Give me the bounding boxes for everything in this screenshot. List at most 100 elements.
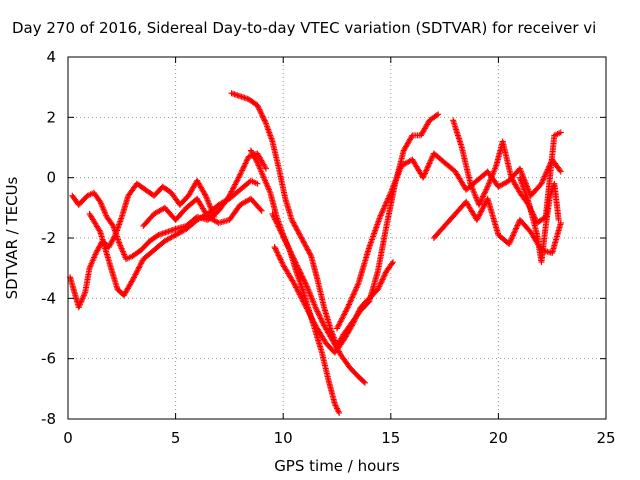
data-point	[137, 261, 144, 268]
data-point	[298, 272, 305, 279]
data-point	[299, 297, 306, 304]
data-point	[509, 233, 516, 240]
data-point	[300, 298, 307, 305]
data-point	[298, 234, 305, 241]
data-point	[303, 245, 310, 252]
data-point	[427, 159, 434, 166]
data-point	[382, 201, 389, 208]
data-point	[474, 215, 481, 222]
data-point	[252, 156, 259, 163]
data-point	[382, 270, 389, 277]
data-point	[299, 237, 306, 244]
data-point	[476, 211, 483, 218]
data-point	[304, 306, 311, 313]
data-point	[351, 318, 358, 325]
data-point	[259, 113, 266, 120]
data-point	[302, 280, 309, 287]
data-point	[377, 213, 384, 220]
data-point	[290, 220, 297, 227]
data-point	[353, 312, 360, 319]
data-point	[508, 235, 515, 242]
data-point	[130, 274, 137, 281]
data-point	[299, 274, 306, 281]
data-point	[337, 318, 344, 325]
data-point	[352, 315, 359, 322]
data-point	[301, 241, 308, 248]
data-point	[292, 223, 299, 230]
data-point	[301, 279, 308, 286]
data-point	[385, 195, 392, 202]
data-point	[290, 219, 297, 226]
data-point	[274, 220, 281, 227]
data-point	[257, 206, 264, 213]
data-point	[248, 148, 255, 155]
data-point	[539, 177, 546, 184]
data-point	[508, 236, 515, 243]
data-point	[295, 228, 302, 235]
data-point	[383, 199, 390, 206]
data-point	[298, 295, 305, 302]
data-point	[361, 379, 368, 386]
data-point	[538, 180, 545, 187]
data-point	[295, 265, 302, 272]
data-point	[380, 205, 387, 212]
data-point	[301, 239, 308, 246]
data-point	[384, 196, 391, 203]
data-point	[275, 223, 282, 230]
data-point	[306, 311, 313, 318]
data-point	[289, 254, 296, 261]
data-point	[290, 255, 297, 262]
data-point	[285, 245, 292, 252]
data-point	[232, 180, 239, 187]
data-points	[67, 90, 564, 416]
data-point	[280, 234, 287, 241]
data-point	[300, 238, 307, 245]
data-point	[250, 152, 257, 159]
data-point	[541, 173, 548, 180]
data-point	[254, 102, 261, 109]
data-point	[201, 191, 208, 198]
x-tick-label: 10	[274, 429, 293, 447]
data-point	[232, 181, 239, 188]
data-point	[380, 275, 387, 282]
data-point	[425, 161, 432, 168]
data-point	[237, 170, 244, 177]
y-tick-label: -8	[41, 410, 56, 428]
data-point	[346, 300, 353, 307]
data-point	[428, 156, 435, 163]
data-point	[356, 307, 363, 314]
data-point	[301, 277, 308, 284]
data-point	[243, 159, 250, 166]
data-point	[270, 212, 277, 219]
data-point	[476, 212, 483, 219]
data-point	[481, 202, 488, 209]
data-point	[309, 316, 316, 323]
data-point	[283, 240, 290, 247]
data-point	[271, 244, 278, 251]
data-point	[351, 288, 358, 295]
data-point	[249, 150, 256, 157]
data-point	[280, 233, 287, 240]
data-point	[278, 230, 285, 237]
data-point	[133, 270, 140, 277]
data-point	[427, 157, 434, 164]
data-point	[134, 267, 141, 274]
data-point	[276, 255, 283, 262]
data-point	[305, 308, 312, 315]
data-point	[287, 248, 294, 255]
data-point	[352, 285, 359, 292]
data-point	[292, 283, 299, 290]
series-track-h	[271, 244, 396, 356]
data-point	[233, 178, 240, 185]
data-point	[352, 287, 359, 294]
data-point	[303, 243, 310, 250]
data-point	[272, 245, 279, 252]
data-point	[478, 208, 485, 215]
data-point	[376, 282, 383, 289]
x-tick-label: 15	[381, 429, 400, 447]
data-point	[506, 241, 513, 248]
data-point	[557, 219, 564, 226]
data-point	[349, 321, 356, 328]
data-point	[94, 247, 101, 254]
